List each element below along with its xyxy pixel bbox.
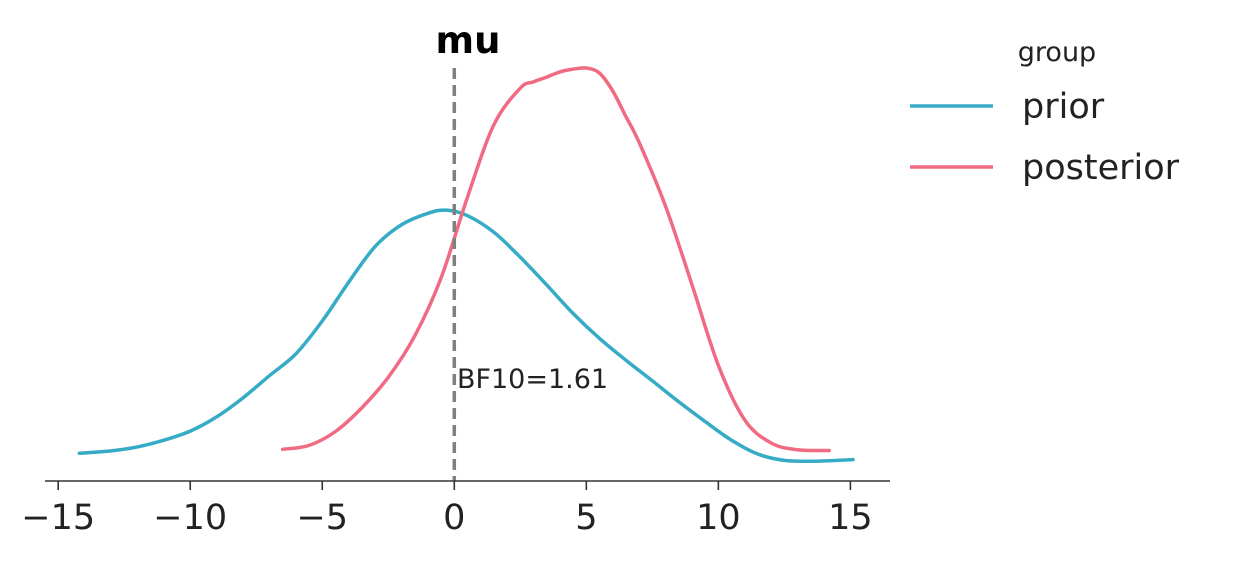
legend-label-posterior: posterior	[1022, 148, 1180, 188]
x-tick-label: 5	[575, 498, 597, 538]
x-tick-label: −15	[21, 498, 95, 538]
x-tick-label: 15	[828, 498, 873, 538]
series-line-posterior	[280, 66, 832, 453]
legend-entries: prior posterior	[910, 87, 1180, 188]
x-tick-label: 10	[696, 498, 741, 538]
bayes-factor-annotation: BF10=1.61	[457, 364, 608, 395]
x-axis-ticks: −15 −10 −5 0 5 10 15	[21, 481, 873, 538]
series-line-prior	[77, 208, 855, 464]
legend-title: group	[1018, 37, 1096, 68]
x-tick-label: −5	[296, 498, 348, 538]
x-tick-label: 0	[443, 498, 465, 538]
legend: group prior posterior	[910, 37, 1180, 188]
curves-group	[77, 66, 855, 464]
chart-title: mu	[436, 19, 501, 62]
legend-label-prior: prior	[1022, 87, 1105, 127]
x-tick-label: −10	[153, 498, 227, 538]
